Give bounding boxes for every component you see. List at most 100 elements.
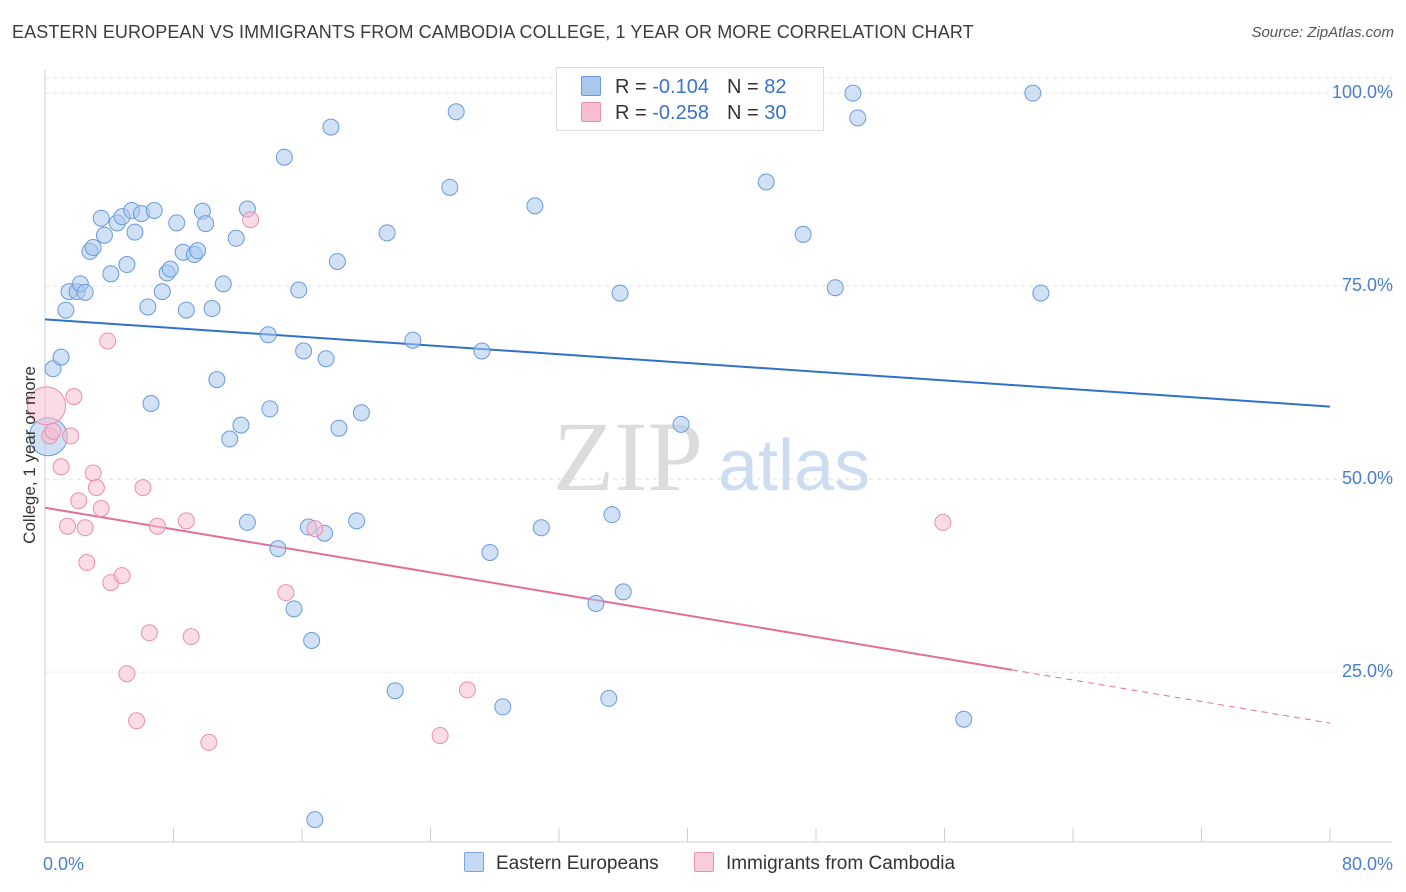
point-eastern-european (203, 300, 221, 318)
point-cambodia (200, 733, 218, 751)
point-eastern-european (611, 284, 629, 302)
point-cambodia (118, 665, 136, 683)
legend-swatch-blue (581, 76, 601, 96)
legend-swatch-pink-bottom (693, 852, 714, 872)
point-eastern-european (481, 544, 499, 561)
point-eastern-european (102, 265, 120, 283)
point-eastern-european (126, 223, 144, 241)
point-eastern-european (328, 252, 346, 270)
point-eastern-european (330, 419, 348, 437)
point-eastern-european (955, 710, 973, 728)
legend-r-value-2: -0.258 (652, 102, 709, 124)
point-eastern-european (378, 224, 396, 242)
point-eastern-european (587, 594, 605, 612)
trendline-cambodia-extrapolated (1011, 669, 1331, 724)
y-tick-label: 25.0% (1342, 661, 1393, 681)
point-cambodia (78, 554, 96, 572)
point-eastern-european (614, 583, 632, 601)
point-eastern-european (303, 632, 321, 650)
point-cambodia (458, 681, 476, 699)
point-cambodia (277, 584, 295, 602)
point-eastern-european (1024, 84, 1042, 102)
point-eastern-european (232, 416, 250, 434)
y-tick-label: 50.0% (1342, 468, 1393, 488)
tick-labels: 25.0% 50.0% 75.0% 100.0% 0.0% 80.0% (43, 82, 1393, 874)
point-eastern-european (161, 260, 179, 278)
point-cambodia (84, 464, 102, 482)
point-eastern-european (118, 256, 136, 274)
point-eastern-european (386, 682, 404, 700)
point-eastern-european (44, 360, 62, 378)
point-eastern-european (269, 540, 287, 558)
chart-title: EASTERN EUROPEAN VS IMMIGRANTS FROM CAMB… (12, 22, 974, 42)
point-eastern-european (1032, 284, 1050, 302)
point-eastern-european (76, 283, 94, 301)
point-eastern-european (826, 279, 844, 297)
series-legend: Eastern Europeans Immigrants from Cambod… (464, 852, 985, 875)
point-eastern-european (600, 689, 618, 707)
point-eastern-european (275, 148, 293, 166)
legend-item-eastern-europeans: Eastern Europeans (464, 852, 659, 875)
legend-row-cambodia: R = -0.258 N = 30 (581, 102, 786, 126)
point-eastern-european (221, 430, 239, 448)
x-tick-label: 0.0% (43, 854, 84, 874)
point-cambodia (58, 517, 76, 535)
legend-n-value-1: 82 (764, 76, 787, 98)
point-eastern-european (317, 350, 335, 368)
point-cambodia (934, 513, 952, 531)
source-note: Source: ZipAtlas.com (1251, 24, 1394, 41)
point-eastern-european (52, 348, 70, 366)
point-cambodia (148, 517, 166, 535)
point-cambodia (62, 427, 80, 445)
point-eastern-european (603, 506, 621, 524)
x-tick-label: 80.0% (1342, 854, 1393, 874)
legend-swatch-pink (581, 102, 601, 122)
y-axis-label: College, 1 year or more (20, 366, 39, 544)
point-eastern-european (532, 519, 550, 537)
point-eastern-european (227, 229, 245, 247)
point-eastern-european (441, 178, 459, 196)
legend-row-eastern-europeans: R = -0.104 N = 82 (581, 76, 786, 100)
point-eastern-european (352, 404, 370, 422)
point-eastern-european (290, 281, 308, 299)
point-eastern-european (794, 225, 812, 243)
y-tick-label: 75.0% (1342, 275, 1393, 295)
point-eastern-european (295, 342, 313, 360)
legend-r-value-1: -0.104 (652, 76, 709, 98)
point-eastern-european (447, 103, 465, 121)
point-eastern-european (526, 197, 544, 215)
trendline-cambodia (44, 506, 1013, 671)
trendline-eastern-europeans (44, 318, 1331, 408)
watermark: ZIP atlas (553, 401, 870, 512)
point-eastern-european (259, 326, 277, 344)
point-eastern-european (197, 215, 215, 233)
point-eastern-european (306, 811, 324, 829)
point-eastern-european (348, 512, 366, 530)
point-cambodia (27, 386, 67, 426)
legend-n-value-2: 30 (764, 102, 787, 124)
axes (44, 70, 1392, 843)
point-eastern-european (214, 275, 232, 293)
point-eastern-european (145, 202, 163, 220)
data-points (27, 84, 1050, 829)
point-eastern-european (189, 242, 207, 260)
point-eastern-european (238, 513, 256, 531)
point-eastern-european (153, 283, 171, 301)
point-eastern-european (177, 301, 195, 319)
y-tick-label: 100.0% (1332, 82, 1393, 102)
point-cambodia (306, 520, 324, 538)
legend-item-cambodia: Immigrants from Cambodia (693, 852, 955, 875)
point-cambodia (52, 458, 70, 476)
point-eastern-european (844, 84, 862, 102)
watermark-atlas: atlas (718, 426, 870, 506)
trendlines (44, 318, 1331, 724)
point-eastern-european (168, 214, 186, 232)
point-eastern-european (404, 331, 422, 349)
point-eastern-european (139, 298, 157, 316)
point-eastern-european (473, 342, 491, 360)
point-eastern-european (92, 209, 110, 227)
point-cambodia (140, 624, 158, 642)
point-cambodia (76, 519, 94, 537)
point-eastern-european (261, 400, 279, 418)
